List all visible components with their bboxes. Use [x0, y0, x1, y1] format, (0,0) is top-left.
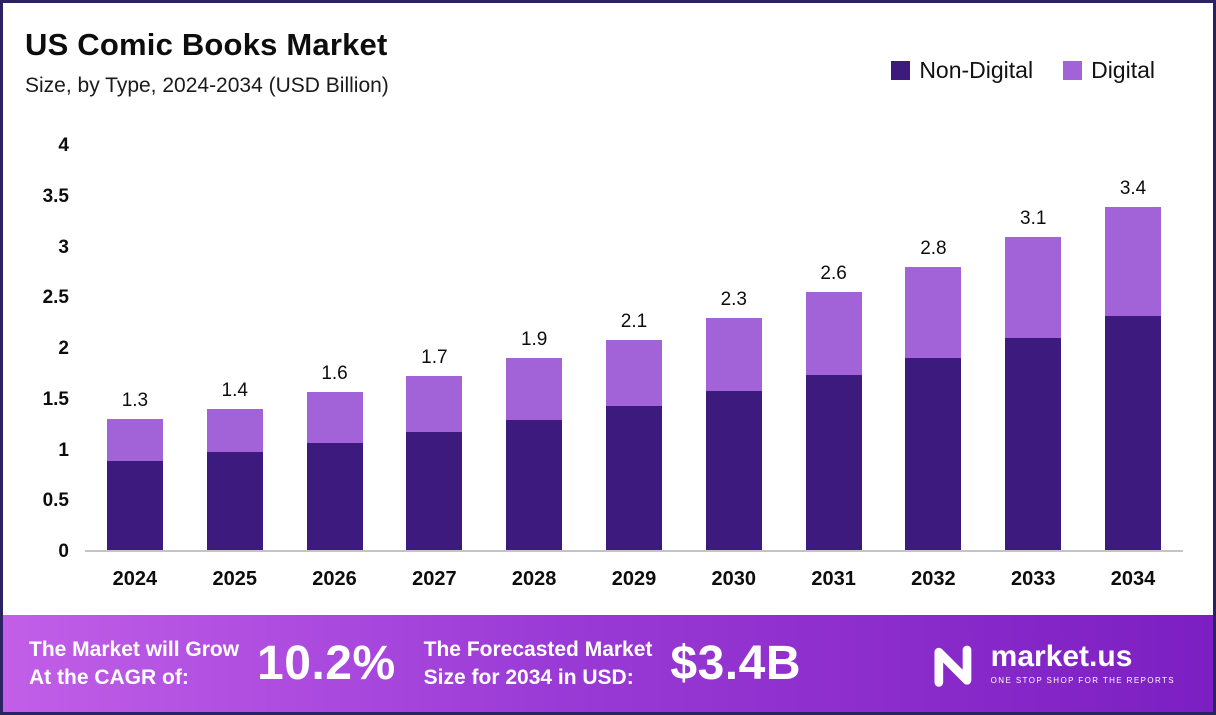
bar-column: 1.3 — [106, 146, 163, 550]
brand-name: market.us — [990, 640, 1133, 673]
y-tick-label: 2 — [58, 338, 69, 359]
bar-segment-non-digital — [406, 431, 463, 550]
chart-subtitle: Size, by Type, 2024-2034 (USD Billion) — [25, 74, 389, 97]
chart-header: US Comic Books Market Size, by Type, 202… — [3, 3, 1213, 98]
bar-column: 1.9 — [506, 146, 563, 550]
bar-segment-non-digital — [106, 461, 163, 550]
y-tick-label: 1 — [58, 439, 69, 461]
chart-legend: Non-Digital Digital — [891, 57, 1155, 84]
legend-item: Non-Digital — [891, 57, 1033, 84]
bar-total-label: 2.1 — [620, 310, 648, 332]
footer-text-line: The Forecasted Market — [423, 638, 653, 662]
bar-column: 2.1 — [605, 146, 662, 550]
bar-segment-digital — [805, 292, 862, 376]
x-tick-label: 2031 — [811, 568, 856, 590]
footer-text-line: At the CAGR of: — [29, 665, 189, 689]
bar-total-label: 1.4 — [221, 379, 248, 401]
bar-column: 2.8 — [905, 146, 962, 550]
bar-total-label: 1.9 — [520, 329, 548, 351]
footer-text-line: Size for 2034 in USD: — [423, 665, 634, 689]
bar-segment-digital — [1105, 206, 1162, 316]
bar-segment-non-digital — [506, 419, 563, 550]
x-tick-label: 2030 — [711, 568, 757, 590]
cagr-value: 10.2% — [257, 637, 396, 690]
y-tick-label: 4 — [58, 135, 69, 156]
marketus-logo-icon — [934, 645, 971, 687]
x-tick-label: 2027 — [412, 568, 457, 590]
x-tick-label: 2024 — [112, 568, 158, 590]
bar-segment-non-digital — [905, 358, 962, 550]
bar-segment-non-digital — [705, 391, 762, 550]
bar-column: 1.4 — [206, 146, 263, 550]
y-tick-label: 0 — [58, 541, 69, 562]
bar-segment-digital — [905, 267, 962, 359]
bar-segment-non-digital — [306, 442, 363, 550]
bar-total-label: 3.1 — [1020, 207, 1047, 229]
bar-segment-non-digital — [605, 405, 662, 550]
bar-segment-digital — [705, 317, 762, 392]
x-tick-label: 2026 — [312, 568, 357, 590]
bar-segment-non-digital — [805, 375, 862, 550]
bar-total-label: 1.7 — [421, 347, 448, 369]
x-tick-label: 2025 — [212, 568, 257, 590]
bar-total-label: 1.3 — [121, 389, 149, 411]
cagr-label: The Market will Grow At the CAGR of: — [29, 636, 239, 691]
bar-column: 3.1 — [1005, 146, 1062, 550]
bar-segment-digital — [306, 392, 363, 443]
brand-tagline: ONE STOP SHOP FOR THE REPORTS — [990, 676, 1175, 685]
forecast-label: The Forecasted Market Size for 2034 in U… — [424, 636, 653, 691]
y-tick-label: 3.5 — [42, 185, 69, 207]
bar-total-label: 1.6 — [321, 363, 348, 385]
bar-column: 1.6 — [306, 146, 363, 550]
brand-text: market.us ONE STOP SHOP FOR THE REPORTS — [990, 640, 1175, 686]
bar-segment-digital — [506, 358, 563, 420]
legend-swatch — [1063, 61, 1083, 80]
bar-segment-digital — [605, 339, 662, 406]
x-tick-label: 2032 — [911, 568, 956, 590]
bar-total-label: 2.8 — [920, 238, 947, 260]
bar-segment-digital — [1005, 236, 1062, 338]
bar-total-label: 3.4 — [1119, 177, 1147, 199]
x-tick-label: 2029 — [611, 568, 657, 590]
bar-segment-digital — [106, 418, 163, 462]
footer-text-line: The Market will Grow — [29, 638, 240, 662]
bar-segment-non-digital — [206, 452, 263, 550]
bar-segment-digital — [206, 408, 263, 453]
y-tick-label: 0.5 — [42, 490, 69, 512]
bar-column: 1.7 — [406, 146, 463, 550]
title-block: US Comic Books Market Size, by Type, 202… — [25, 27, 389, 98]
y-axis: 0 0.5 1 1.5 2 2.5 3 3.5 4 — [23, 135, 85, 562]
forecast-value: $3.4B — [670, 637, 801, 690]
y-tick-label: 2.5 — [42, 287, 69, 309]
plot-area: 1.3 1.4 1.6 1.7 1.9 2.1 2.3 2.6 2.8 3.1 3.4 — [85, 146, 1183, 552]
bar-segment-non-digital — [1105, 315, 1162, 550]
bar-segment-non-digital — [1005, 337, 1062, 550]
bar-total-label: 2.6 — [820, 263, 847, 285]
chart-title: US Comic Books Market — [25, 27, 388, 62]
legend-label: Digital — [1091, 57, 1155, 83]
x-tick-label: 2033 — [1010, 568, 1056, 590]
bar-total-label: 2.3 — [720, 288, 747, 310]
bar-column: 2.6 — [805, 146, 862, 550]
bar-column: 3.4 — [1105, 146, 1162, 550]
chart-main: 0 0.5 1 1.5 2 2.5 3 3.5 4 1.3 1.4 1.6 1.7 1.9 2.1 2.3 2… — [23, 135, 1183, 562]
x-tick-label: 2034 — [1110, 568, 1156, 590]
legend-swatch — [891, 61, 911, 80]
bar-segment-digital — [406, 376, 463, 432]
legend-item: Digital — [1063, 57, 1155, 84]
x-axis: 2024 2025 2026 2027 2028 2029 2030 2031 2032 2033… — [85, 552, 1183, 615]
footer-banner: The Market will Grow At the CAGR of: 10.… — [3, 615, 1213, 712]
brand: market.us ONE STOP SHOP FOR THE REPORTS — [928, 638, 1187, 690]
y-tick-label: 1.5 — [42, 388, 69, 410]
x-tick-label: 2028 — [511, 568, 557, 590]
y-tick-label: 3 — [58, 236, 69, 258]
legend-label: Non-Digital — [919, 57, 1034, 83]
bar-column: 2.3 — [705, 146, 762, 550]
chart-area: 0 0.5 1 1.5 2 2.5 3 3.5 4 1.3 1.4 1.6 1.7 1.9 2.1 2.3 2… — [3, 98, 1213, 615]
